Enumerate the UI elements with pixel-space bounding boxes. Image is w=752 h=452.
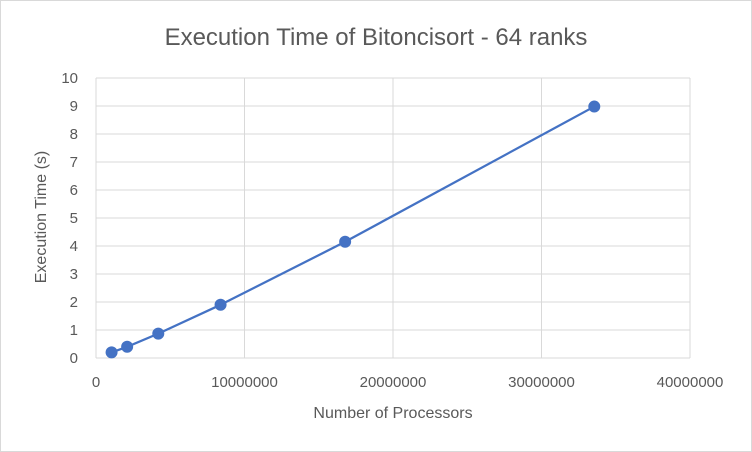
x-tick-label: 20000000 (360, 374, 427, 391)
series-line (111, 105, 595, 354)
x-tick-label: 30000000 (508, 374, 575, 391)
data-point (121, 340, 134, 353)
data-point (152, 327, 165, 340)
gridlines (95, 77, 691, 359)
y-tick-label: 4 (70, 238, 78, 255)
y-tick-label: 3 (70, 266, 78, 283)
y-tick-label: 7 (70, 154, 78, 171)
data-point (588, 100, 601, 113)
y-tick-label: 5 (70, 210, 78, 227)
x-tick-label: 40000000 (657, 374, 724, 391)
y-tick-label: 2 (70, 294, 78, 311)
y-tick-label: 10 (61, 70, 78, 87)
series-line-group (105, 100, 601, 359)
y-tick-label: 6 (70, 182, 78, 199)
y-tick-label: 8 (70, 126, 78, 143)
y-axis-label: Execution Time (s) (33, 151, 50, 283)
x-axis-label: Number of Processors (313, 405, 472, 422)
x-tick-labels: 0 10000000 20000000 30000000 40000000 (92, 374, 724, 391)
data-point (105, 346, 118, 359)
y-tick-labels: 0 1 2 3 4 5 6 7 8 9 10 (61, 70, 78, 367)
y-tick-label: 0 (70, 350, 78, 367)
chart-title: Execution Time of Bitoncisort - 64 ranks (165, 24, 588, 51)
data-point (339, 235, 352, 248)
x-tick-label: 0 (92, 374, 100, 391)
y-tick-label: 1 (70, 322, 78, 339)
x-tick-label: 10000000 (211, 374, 278, 391)
data-point (214, 298, 227, 311)
y-tick-label: 9 (70, 98, 78, 115)
